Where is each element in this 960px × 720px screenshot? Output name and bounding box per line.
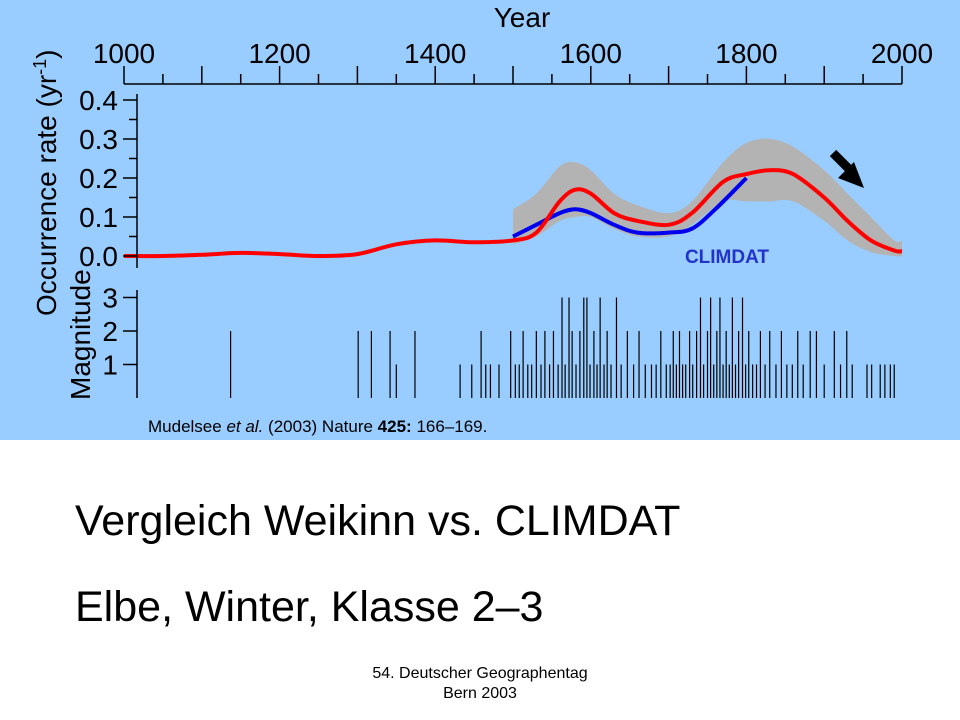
occurrence-tick-label: 0.1 [79,202,118,233]
occurrence-tick-label: 0.0 [79,241,118,272]
occurrence-tick-label: 0.4 [79,85,118,116]
year-axis: Year 1000 1200 1400 1600 1800 2000 [93,2,933,85]
occurrence-panel: 0.0 0.1 0.2 0.3 0.4 Occurrence rate (yr-1) C… [30,49,903,316]
magnitude-axis-label: Magnitude [65,269,96,400]
magnitude-tick-label: 2 [102,316,118,347]
year-tick-label: 1000 [93,38,155,69]
slide-title-line1: Vergleich Weikinn vs. CLIMDAT [75,497,681,545]
slide-title-line2: Elbe, Winter, Klasse 2–3 [75,583,544,631]
climdat-label: CLIMDAT [685,247,769,268]
trend-arrow-icon [829,149,864,188]
magnitude-tick-label: 3 [102,283,118,314]
climdat-curve [512,176,748,239]
occurrence-tick-label: 0.3 [79,124,118,155]
occurrence-tick-label: 0.2 [79,163,118,194]
figure-panel: Year 1000 1200 1400 1600 1800 2000 0.0 0.1 0.2 0… [0,0,960,440]
year-axis-label: Year [494,2,551,33]
year-tick-label: 1800 [715,38,777,69]
year-tick-label: 1600 [560,38,622,69]
magnitude-tick-label: 1 [102,350,118,381]
footer-line2: Bern 2003 [443,685,517,702]
magnitude-panel: 123 Magnitude [65,269,895,400]
footer-line1: 54. Deutscher Geographentag [372,665,588,682]
year-tick-label: 2000 [871,38,933,69]
year-tick-label: 1200 [248,38,310,69]
footer: 54. Deutscher Geographentag Bern 2003 [0,664,960,704]
year-tick-label: 1400 [404,38,466,69]
occurrence-axis-label: Occurrence rate (yr-1) [30,49,62,316]
climate-chart: Year 1000 1200 1400 1600 1800 2000 0.00.10.20… [30,2,933,436]
weikinn-curve [123,168,903,259]
citation: Mudelsee et al. (2003) Nature 425: 166–1… [148,417,487,436]
